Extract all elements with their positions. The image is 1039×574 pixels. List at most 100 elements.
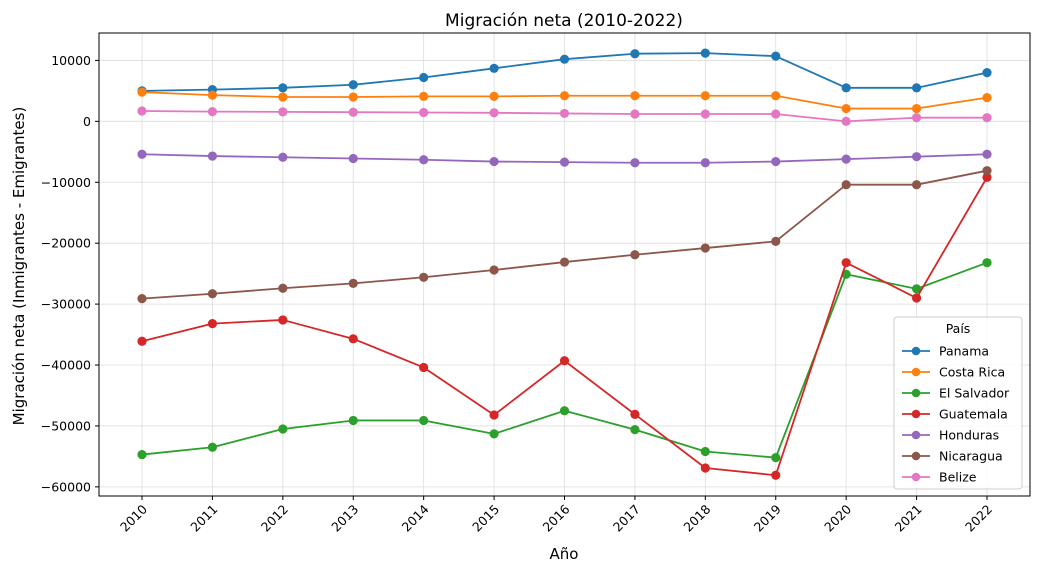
legend-title: País (946, 321, 971, 336)
data-point-el-salvador (348, 415, 358, 426)
legend-entry-el-salvador: El Salvador (902, 386, 1010, 401)
legend-label: Nicaragua (939, 449, 1003, 464)
data-point-panama (278, 83, 288, 93)
data-point-nicaragua (771, 236, 781, 246)
data-point-honduras (700, 158, 710, 168)
series-el-salvador (137, 258, 992, 463)
legend: País Panama Costa Rica El Salvador Guatemala… (893, 316, 1023, 490)
data-point-el-salvador (489, 429, 499, 439)
legend-swatch-marker (911, 409, 921, 419)
data-point-guatemala (982, 172, 992, 182)
legend-box (893, 316, 1023, 490)
data-point-nicaragua (207, 289, 218, 299)
data-point-panama (559, 54, 570, 64)
data-point-guatemala (700, 463, 710, 473)
y-axis-label: Migración neta (Inmigrantes - Emigrantes… (10, 107, 28, 426)
data-point-nicaragua (630, 250, 640, 260)
data-point-honduras (348, 153, 358, 164)
data-point-costa-rica (771, 91, 781, 101)
data-point-el-salvador (278, 424, 288, 434)
legend-entry-panama: Panama (902, 344, 989, 359)
data-point-guatemala (841, 258, 851, 268)
data-point-costa-rica (489, 91, 499, 101)
data-point-panama (771, 51, 781, 61)
data-point-el-salvador (982, 258, 992, 268)
data-point-belize (489, 108, 499, 118)
legend-entry-costa-rica: Costa Rica (902, 365, 1005, 380)
data-point-honduras (489, 156, 499, 167)
legend-label: Costa Rica (939, 365, 1005, 380)
data-point-belize (207, 106, 218, 117)
data-point-nicaragua (841, 180, 851, 190)
legend-swatch-marker (911, 472, 921, 482)
data-point-honduras (630, 158, 640, 168)
series-belize (137, 106, 992, 126)
data-point-costa-rica (278, 92, 288, 102)
data-point-belize (700, 109, 710, 119)
data-point-honduras (982, 149, 992, 159)
data-point-nicaragua (419, 272, 429, 282)
series-guatemala (137, 172, 992, 480)
legend-label: Belize (939, 470, 977, 485)
data-point-el-salvador (419, 415, 429, 426)
legend-label: El Salvador (939, 386, 1010, 401)
data-point-honduras (911, 152, 922, 162)
data-point-panama (911, 83, 922, 93)
data-point-guatemala (911, 293, 922, 303)
data-point-belize (278, 107, 288, 117)
y-tick-label: 0 (83, 114, 91, 129)
legend-swatch-marker (911, 430, 921, 440)
data-point-panama (419, 72, 429, 83)
x-axis-label: Año (550, 545, 579, 563)
data-point-costa-rica (559, 91, 570, 101)
legend-entry-honduras: Honduras (902, 428, 999, 443)
y-tick-label: −20000 (41, 236, 91, 251)
legend-entry-guatemala: Guatemala (902, 407, 1008, 422)
legend-swatch-marker (911, 451, 921, 461)
data-point-costa-rica (841, 103, 851, 114)
data-point-costa-rica (137, 87, 147, 97)
data-point-guatemala (278, 315, 288, 325)
data-point-nicaragua (348, 278, 358, 288)
data-point-el-salvador (630, 424, 640, 435)
data-point-belize (137, 106, 147, 116)
data-point-honduras (207, 151, 218, 161)
data-point-el-salvador (137, 449, 147, 460)
data-point-costa-rica (630, 91, 640, 101)
data-point-nicaragua (700, 243, 710, 253)
legend-entry-belize: Belize (902, 470, 977, 485)
data-series (137, 48, 992, 480)
data-point-nicaragua (278, 283, 288, 293)
data-point-guatemala (559, 356, 570, 366)
data-point-panama (982, 67, 992, 78)
y-tick-label: −50000 (41, 418, 91, 433)
legend-swatch-marker (911, 346, 921, 356)
data-point-guatemala (630, 409, 640, 419)
data-point-belize (630, 109, 640, 119)
data-point-costa-rica (982, 92, 992, 103)
y-tick-label: −30000 (41, 297, 91, 312)
data-point-panama (841, 83, 851, 93)
data-point-costa-rica (911, 103, 922, 114)
y-tick-label: 10000 (51, 53, 91, 68)
data-point-belize (982, 113, 992, 123)
data-point-nicaragua (137, 294, 147, 304)
data-point-costa-rica (419, 91, 429, 101)
data-point-belize (348, 107, 358, 117)
data-point-panama (489, 63, 499, 73)
y-tick-label: −40000 (41, 358, 91, 373)
data-point-guatemala (489, 410, 499, 420)
data-point-guatemala (137, 336, 147, 346)
data-point-nicaragua (911, 180, 922, 190)
y-tick-label: −60000 (41, 479, 91, 494)
data-point-costa-rica (207, 90, 218, 100)
data-point-honduras (771, 156, 781, 167)
data-point-belize (771, 109, 781, 119)
data-point-nicaragua (559, 257, 570, 267)
data-point-guatemala (207, 318, 218, 329)
data-point-belize (419, 107, 429, 118)
data-point-el-salvador (911, 284, 922, 294)
data-point-panama (630, 49, 640, 59)
data-point-guatemala (348, 334, 358, 344)
